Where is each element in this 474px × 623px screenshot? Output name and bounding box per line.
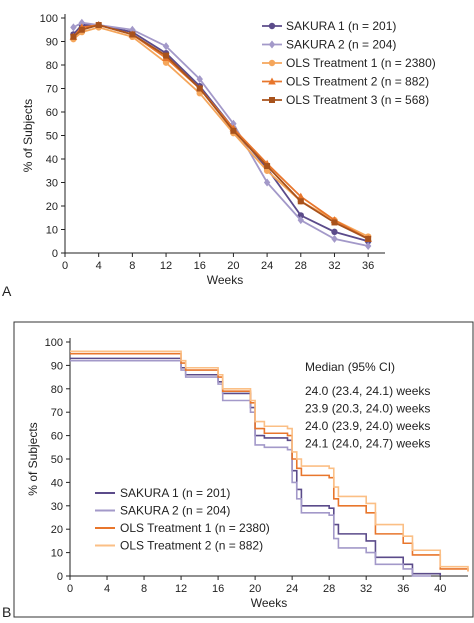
legend-marker (268, 22, 276, 30)
y-tick-label: 50 (46, 131, 58, 143)
x-tick-label: 8 (129, 260, 135, 272)
x-tick-label: 24 (261, 260, 273, 272)
y-tick-label: 0 (52, 248, 58, 260)
data-point (70, 23, 77, 32)
data-point (70, 33, 77, 40)
data-point (263, 167, 271, 174)
legend-label: SAKURA 1 (n = 201) (120, 486, 230, 500)
panel-a-line-chart: 0 10 20 30 40 50 60 70 80 90 100 0 4 8 12 16 20 24 28 32 36 W… (2, 13, 436, 299)
data-point (297, 216, 304, 225)
data-point (296, 192, 305, 200)
data-point (230, 127, 237, 134)
x-tick-label: 0 (67, 583, 73, 595)
y-tick-label: 70 (51, 407, 63, 419)
y-tick-label: 30 (46, 178, 58, 190)
x-tick-label: 36 (362, 260, 374, 272)
median-annotation: 24.0 (23.4, 24.1) weeks (305, 384, 430, 398)
x-tick-label: 16 (212, 583, 224, 595)
legend-label: OLS Treatment 1 (n = 2380) (120, 521, 270, 535)
legend-label: OLS Treatment 1 (n = 2380) (286, 56, 436, 70)
x-tick-label: 40 (434, 583, 446, 595)
data-point (196, 75, 203, 84)
y-tick-label: 10 (51, 548, 63, 560)
y-tick-label: 40 (51, 477, 63, 489)
y-tick-label: 20 (46, 201, 58, 213)
data-point (364, 241, 372, 250)
data-point (163, 52, 170, 59)
panel-b-frame (13, 321, 474, 618)
data-point (263, 178, 271, 187)
panel-label-b: B (2, 604, 11, 620)
legend-marker (268, 40, 276, 49)
x-tick-label: 16 (194, 260, 206, 272)
y-tick-label: 100 (40, 13, 58, 25)
legend-label: OLS Treatment 2 (n = 882) (286, 75, 429, 89)
y-tick-label: 40 (46, 154, 58, 166)
legend-label: SAKURA 1 (n = 201) (286, 19, 396, 33)
panel-label-a: A (2, 283, 12, 299)
data-point (162, 42, 170, 51)
legend-marker (268, 77, 276, 85)
legend-label: OLS Treatment 3 (n = 568) (286, 93, 429, 107)
x-tick-label: 32 (328, 260, 340, 272)
y-axis-label: % of Subjects (26, 422, 40, 495)
data-point (297, 198, 304, 205)
x-tick-label: 24 (286, 583, 298, 595)
data-point (264, 163, 271, 170)
x-tick-label: 28 (295, 260, 307, 272)
km-curve-4 (70, 350, 469, 572)
y-tick-label: 90 (46, 37, 58, 49)
x-tick-label: 12 (160, 260, 172, 272)
legend-label: SAKURA 2 (n = 204) (120, 504, 230, 518)
median-annotation: 24.1 (24.0, 24.7) weeks (305, 437, 430, 451)
x-tick-label: 4 (96, 260, 102, 272)
data-point (331, 234, 338, 243)
y-tick-label: 60 (51, 431, 63, 443)
x-tick-label: 28 (323, 583, 335, 595)
x-tick-label: 20 (227, 260, 239, 272)
x-axis-label: Weeks (207, 273, 243, 287)
data-point (230, 119, 237, 128)
x-tick-label: 32 (360, 583, 372, 595)
y-tick-label: 10 (46, 225, 58, 237)
y-tick-label: 20 (51, 524, 63, 536)
data-point (365, 235, 372, 242)
y-tick-label: 50 (51, 454, 63, 466)
median-annotation: 24.0 (23.9, 24.0) weeks (305, 419, 430, 433)
legend-marker (268, 59, 276, 67)
x-tick-label: 20 (249, 583, 261, 595)
legend-label: SAKURA 2 (n = 204) (286, 38, 396, 52)
x-tick-label: 0 (62, 260, 68, 272)
median-annotation: 23.9 (20.3, 24.0) weeks (305, 402, 430, 416)
data-point (78, 26, 85, 33)
panel-b-kaplan-meier-chart: 0 10 20 30 40 50 60 70 80 90 100 0 4 8 12 16 20 24 28 32 36 4… (2, 321, 474, 620)
x-tick-label: 4 (104, 583, 110, 595)
y-tick-label: 60 (46, 107, 58, 119)
y-tick-label: 30 (51, 501, 63, 513)
x-tick-label: 36 (397, 583, 409, 595)
y-tick-label: 80 (51, 384, 63, 396)
x-axis-label: Weeks (251, 596, 287, 610)
data-point (331, 219, 338, 226)
legend-label: OLS Treatment 2 (n = 882) (120, 539, 263, 553)
legend-marker (269, 97, 275, 103)
median-title: Median (95% CI) (305, 360, 395, 374)
data-point (129, 31, 136, 38)
y-tick-label: 70 (46, 84, 58, 96)
y-tick-label: 0 (57, 571, 63, 583)
data-point (162, 59, 170, 66)
y-tick-label: 80 (46, 60, 58, 72)
y-tick-label: 90 (51, 360, 63, 372)
data-point (331, 228, 338, 236)
data-point (78, 18, 86, 27)
y-axis-label: % of Subjects (21, 99, 35, 172)
x-tick-label: 12 (175, 583, 187, 595)
data-point (95, 22, 102, 29)
x-tick-label: 8 (141, 583, 147, 595)
data-point (196, 85, 203, 92)
km-curve-2 (70, 359, 431, 577)
y-tick-label: 100 (45, 337, 63, 349)
